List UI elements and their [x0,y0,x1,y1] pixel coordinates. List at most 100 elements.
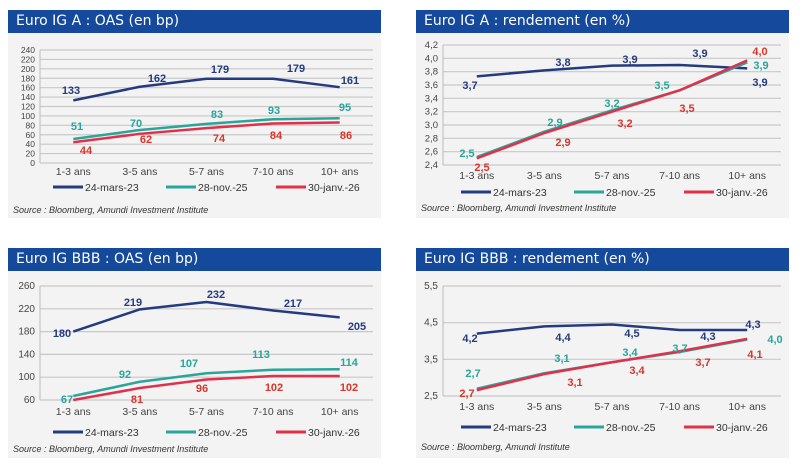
data-label: 3,7 [695,357,710,369]
legend-label: 24-mars-23 [493,422,547,434]
data-label: 179 [211,64,229,76]
data-label: 3,5 [654,80,669,92]
y-tick-label: 160 [21,83,35,93]
data-label: 3,5 [679,103,694,115]
data-label: 3,2 [604,98,619,110]
data-label: 2,9 [555,137,570,149]
data-label: 74 [213,133,226,145]
data-label: 4,3 [700,331,715,343]
y-tick-label: 0 [30,158,35,168]
y-tick-label: 3,6 [425,80,438,91]
data-label: 44 [80,145,93,157]
legend-label: 28-nov.-25 [198,182,248,194]
legend-label: 24-mars-23 [493,187,547,199]
chart-panel-ig-a-oas: Euro IG A : OAS (en bp) 0 20 40 60 80 100 120 1… [8,10,381,218]
series-line-3 [73,121,340,144]
x-tick-label: 1-3 ans [459,170,494,182]
y-tick-label: 5,5 [424,281,438,292]
source-note: Source : Bloomberg, Amundi Investment In… [13,205,208,215]
y-tick-label: 2,5 [424,391,438,402]
data-label: 217 [284,298,302,310]
y-tick-label: 4,5 [424,318,438,329]
x-tick-label: 10+ ans [321,166,359,178]
y-tick-label: 140 [18,349,35,360]
y-tick-label: 240 [21,45,35,55]
data-label: 86 [340,130,352,142]
data-label: 2,5 [459,148,474,160]
y-tick-label: 120 [21,102,35,112]
data-label: 81 [131,394,143,406]
y-tick-label: 20 [26,149,36,159]
source-note: Source : Bloomberg, Amundi Investment In… [13,444,208,454]
series-line-1 [72,300,340,333]
data-label: 70 [130,118,142,130]
data-label: 4,4 [555,332,571,344]
legend-label: 28-nov.-25 [606,187,656,199]
data-label: 3,7 [462,80,477,92]
data-label: 3,9 [752,77,767,89]
data-label: 3,9 [692,48,707,60]
series-line-2 [73,367,340,398]
y-tick-label: 100 [18,372,35,383]
data-label: 4,2 [462,333,477,345]
legend-label: 24-mars-23 [85,182,139,194]
data-label: 2,9 [547,117,562,129]
y-tick-label: 180 [18,327,35,338]
data-label: 3,7 [672,343,687,355]
data-label: 2,7 [465,368,480,380]
x-tick-label: 10+ ans [728,170,766,182]
data-label: 2,5 [474,162,489,174]
legend-label: 24-mars-23 [85,427,139,439]
y-tick-label: 220 [21,54,35,64]
y-tick-label: 4,2 [425,40,438,51]
data-label: 93 [268,105,280,117]
chart-panel-ig-bbb-oas: Euro IG BBB : OAS (en bp) 60 100 140 180 220… [8,248,381,458]
series-line-1 [476,63,748,78]
series-line-2 [73,117,340,141]
x-tick-label: 5-7 ans [189,406,224,418]
legend-label: 28-nov.-25 [198,427,248,439]
data-label: 107 [180,358,198,370]
x-tick-label: 3-5 ans [527,401,562,413]
data-label: 92 [119,369,131,381]
y-tick-label: 3,5 [424,354,438,365]
legend-label: 30-janv.-26 [716,422,768,434]
y-tick-label: 60 [24,395,36,406]
data-label: 179 [287,63,305,75]
data-label: 162 [148,73,166,85]
chart-svg: 2,4 2,6 2,8 3,0 3,2 3,4 3,6 3,8 4,0 4,2 1-3 ans 3-5… [421,40,781,213]
data-label: 3,8 [555,57,570,69]
data-label: 2,7 [459,388,474,400]
data-label: 232 [207,289,225,301]
y-tick-label: 140 [21,92,35,102]
x-tick-label: 10+ ans [321,406,359,418]
y-tick-label: 100 [21,111,35,121]
data-label: 3,9 [753,60,768,72]
y-tick-label: 260 [18,281,35,292]
data-label: 3,1 [567,377,582,389]
data-label: 3,1 [554,353,569,365]
data-label: 3,4 [629,365,645,377]
data-label: 219 [124,297,142,309]
chart-svg: 60 100 140 180 220 260 1-3 ans 3-5 ans 5-7 ans 7-… [13,281,373,454]
data-label: 3,9 [622,54,637,66]
data-label: 83 [211,109,223,121]
y-tick-label: 40 [26,139,36,149]
x-tick-label: 3-5 ans [527,170,562,182]
data-label: 4,0 [752,46,767,58]
x-tick-label: 10+ ans [728,401,766,413]
data-label: 102 [265,382,283,394]
data-label: 95 [339,102,351,114]
data-label: 4,0 [767,334,782,346]
data-label: 3,4 [622,347,638,359]
data-label: 84 [270,130,283,142]
chart-title: Euro IG BBB : OAS (en bp) [8,248,381,271]
source-note: Source : Bloomberg, Amundi Institute [421,442,570,452]
data-label: 3,2 [617,118,632,130]
data-label: 205 [348,321,366,333]
data-label: 133 [62,85,80,97]
x-tick-label: 7-10 ans [659,401,700,413]
y-tick-label: 60 [26,130,36,140]
series-line-3 [476,59,748,160]
